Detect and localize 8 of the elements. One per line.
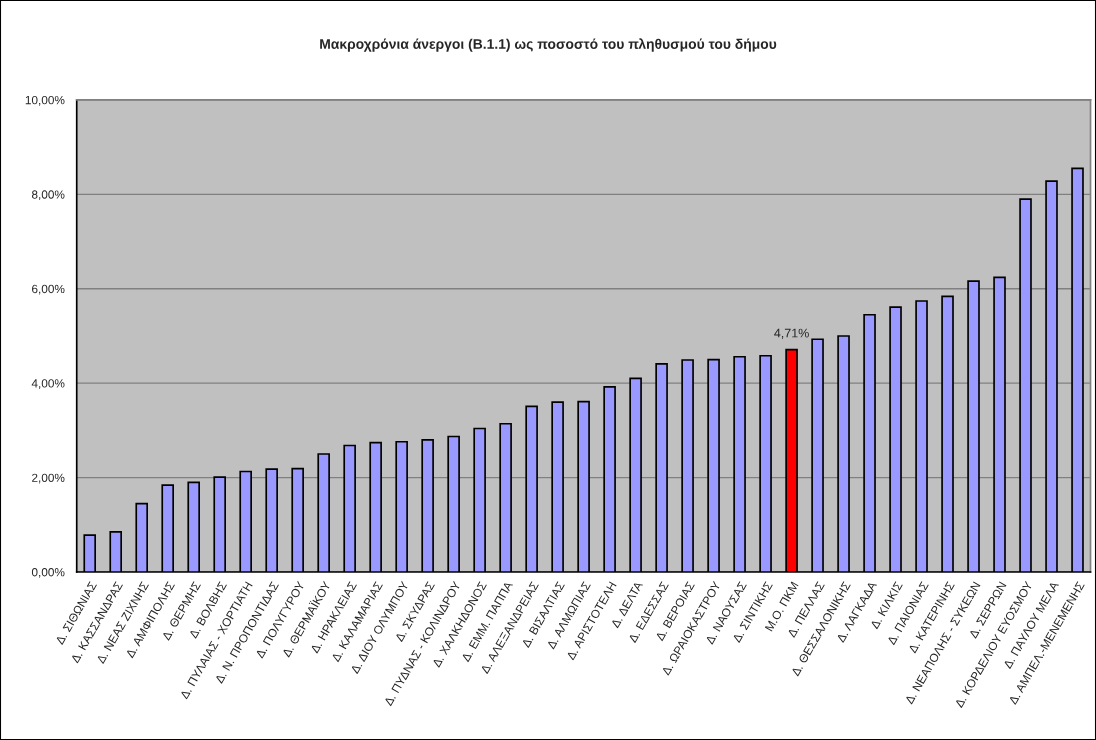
y-tick-label: 8,00% <box>31 190 65 201</box>
y-tick-label: 2,00% <box>32 473 65 484</box>
y-tick-label: 6,00% <box>32 284 65 295</box>
y-tick-label: 4,00% <box>31 379 65 389</box>
y-tick-label: 0,00% <box>31 568 65 578</box>
data-label: 4,71% <box>774 328 809 339</box>
chart-title: Μακροχρόνια άνεργοι (Β.1.1) ως ποσοστό του πληθυσμού του δήμου <box>320 38 777 52</box>
y-tick-label: 10,00% <box>25 95 65 106</box>
